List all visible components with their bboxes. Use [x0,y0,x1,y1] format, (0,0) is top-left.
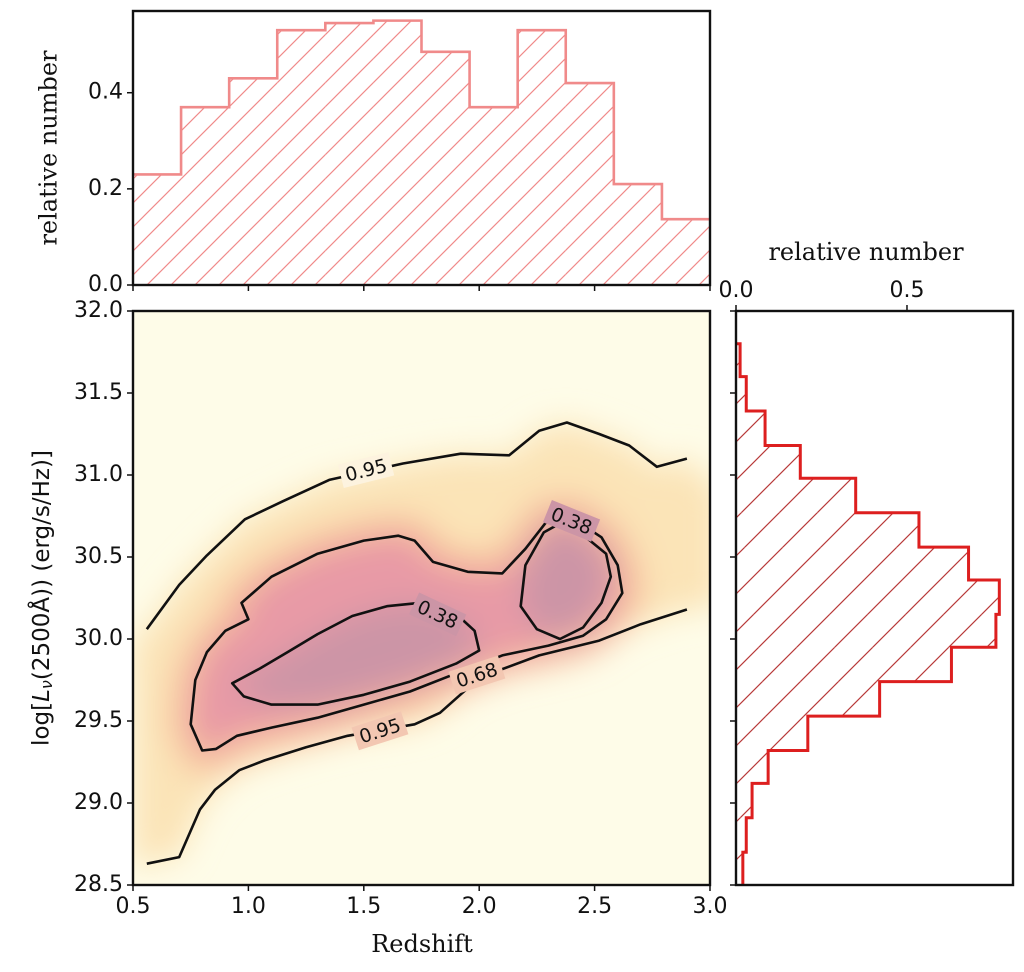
contour-label-knockout [542,500,601,542]
top-histogram-bar [469,107,518,285]
main-x-tick-label: 2.0 [462,894,497,919]
contour-label: 0.95 [351,711,409,751]
top-histogram-bar [373,20,422,285]
contour-label-knockout [351,711,409,751]
right-histogram-bar [736,343,741,377]
density-layer-core [520,520,611,639]
right-histogram-bar [736,547,969,580]
right-histogram-bar [736,647,952,682]
right-histogram-x-tick-label: 0.0 [719,278,754,303]
top-histogram-y-tick-label: 0.2 [88,176,123,201]
main-y-tick-label: 30.5 [74,544,123,569]
main-x-tick-label: 0.5 [116,894,151,919]
right-histogram-bar [736,614,996,648]
contour-038-right [519,519,613,641]
top-histogram: 0.0 0.2 0.4 relative number [35,9,712,297]
top-histogram-bar [565,83,614,286]
top-histogram-frame [131,9,712,287]
top-histogram-step-line [133,19,710,221]
main-y-tick-label: 29.5 [74,708,123,733]
top-histogram-bar [133,174,182,285]
main-x-tick-label: 3.0 [693,894,728,919]
right-histogram-bar [736,376,747,412]
top-histogram-y-tick-label: 0.4 [88,80,123,105]
main-y-ticks: 28.5 29.0 29.5 30.0 30.5 31.0 31.5 32.0 [74,298,133,897]
main-x-tick-label: 1.5 [346,894,381,919]
top-histogram-y-tick-label: 0.0 [88,272,123,297]
top-histogram-bar [661,219,710,285]
main-x-ticks: 0.5 1.0 1.5 2.0 2.5 3.0 [116,885,728,919]
right-histogram-bar [736,681,880,717]
right-histogram-bar [736,783,753,818]
main-y-tick-label: 29.0 [74,790,123,815]
right-histogram-bar [736,478,856,513]
top-histogram-x-ticks [132,285,711,291]
contour-095-upper [145,421,688,630]
main-ylabel: log[Lν(2500Å)) (erg/s/Hz)] [27,450,56,746]
right-histogram-bar [736,852,743,885]
main-x-tick-label: 1.0 [231,894,266,919]
main-y-tick-label: 31.0 [74,462,123,487]
right-histogram-y-ticks [730,310,736,886]
right-histogram-step-line [736,342,1001,885]
right-histogram-bar [736,579,1000,615]
top-histogram-y-ticks: 0.0 0.2 0.4 [88,80,133,297]
contour-label-knockout [409,592,467,637]
main-xlabel: Redshift [371,930,473,958]
top-histogram-bar [325,23,374,285]
top-histogram-bar [613,184,662,285]
right-histogram: 0.0 0.5 relative number [719,238,1015,887]
contour-038-left [230,601,481,706]
right-histogram-x-tick-label: 0.5 [889,278,924,303]
right-histogram-bar [736,716,808,751]
top-histogram-bar [277,30,326,285]
top-histogram-ylabel: relative number [35,50,63,246]
main-y-tick-label: 31.5 [74,380,123,405]
main-plot-frame [131,309,712,887]
right-histogram-xlabel: relative number [768,238,964,266]
top-histogram-bar [229,78,278,285]
main-y-tick-label: 28.5 [74,872,123,897]
top-histogram-bar [421,51,470,285]
right-histogram-bar [736,411,766,446]
main-x-tick-label: 2.5 [577,894,612,919]
right-histogram-frame [734,309,1015,887]
right-histogram-bar [736,445,801,479]
top-histogram-bars [133,20,710,286]
main-y-tick-label: 32.0 [74,298,123,323]
top-histogram-bar [181,107,230,285]
right-histogram-bars [736,343,1000,885]
right-histogram-x-ticks: 0.0 0.5 [719,278,924,311]
right-histogram-bar [736,817,747,853]
top-histogram-bar [517,30,566,285]
right-histogram-bar [736,512,919,548]
contour-label-knockout [337,452,395,489]
right-histogram-bar [736,750,769,784]
density-layer-core [232,602,480,705]
contour-label-knockout [448,655,506,695]
main-density-plot: 0.950.950.680.380.38 0.5 1.0 1.5 2.0 2.5 3.0 … [27,298,728,958]
main-y-tick-label: 30.0 [74,626,123,651]
